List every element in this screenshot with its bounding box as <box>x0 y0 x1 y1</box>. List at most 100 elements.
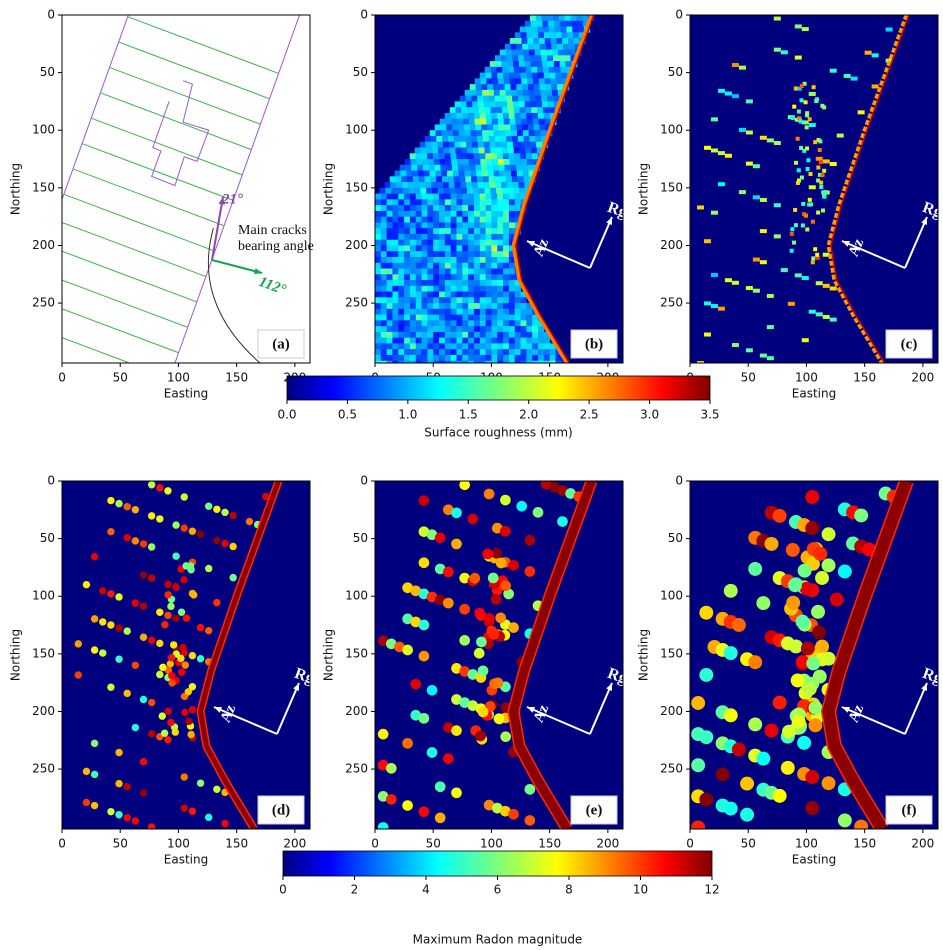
heat-cell <box>433 331 440 339</box>
heat-cell <box>482 89 489 97</box>
heat-cell <box>469 124 476 131</box>
heat-cell <box>508 360 516 363</box>
heat-cell <box>532 320 539 327</box>
heat-blob <box>179 643 187 652</box>
heat-cell <box>527 38 534 45</box>
heat-cell <box>439 228 446 235</box>
heat-blob <box>691 820 706 829</box>
heat-blob <box>410 585 422 597</box>
heat-cell <box>497 360 504 363</box>
crack-line <box>81 143 234 201</box>
heat-cell <box>456 251 463 258</box>
heat-cell <box>380 280 388 287</box>
heat-cell <box>462 228 469 235</box>
heat-cell <box>444 303 452 310</box>
heat-cell <box>475 164 482 172</box>
heat-cell <box>526 360 533 363</box>
heat-cell <box>480 78 487 85</box>
heat-blob <box>815 639 830 654</box>
heat-cell <box>473 285 481 292</box>
y-tick-label: 100 <box>345 589 368 603</box>
heat-cell <box>804 113 809 118</box>
heat-cell <box>444 153 451 160</box>
heat-blob <box>540 481 552 490</box>
heat-cell <box>468 193 475 200</box>
heat-blob <box>107 527 115 536</box>
heat-cell <box>421 354 428 362</box>
heat-cell <box>409 245 417 252</box>
heat-blob <box>107 590 115 598</box>
heat-cell <box>415 354 422 362</box>
heat-cell <box>538 331 545 339</box>
heat-cell <box>538 354 545 362</box>
heat-cell <box>509 38 517 45</box>
heat-cell <box>462 222 469 229</box>
heat-cell <box>456 303 463 310</box>
colorbar-tick-label: 3.5 <box>700 408 719 422</box>
heat-cell <box>415 268 422 275</box>
heat-cell <box>439 210 446 218</box>
heat-cell <box>450 308 457 316</box>
heat-cell <box>479 222 486 229</box>
heat-blob <box>180 804 188 812</box>
heat-cell <box>497 72 504 79</box>
heat-cell <box>798 119 803 124</box>
heat-cell <box>821 190 826 195</box>
heat-blob <box>167 602 175 611</box>
heat-blob <box>164 736 172 744</box>
heat-cell <box>815 252 820 257</box>
heat-cell <box>450 228 457 235</box>
heat-cell <box>456 343 463 350</box>
heat-cell <box>473 228 481 235</box>
heat-cell <box>576 15 583 22</box>
heat-cell <box>497 280 504 287</box>
heat-cell <box>439 337 446 344</box>
heat-cell <box>386 314 393 321</box>
heat-cell <box>398 205 405 212</box>
heat-cell <box>479 205 486 212</box>
heat-cell <box>462 349 469 356</box>
heat-cell <box>491 245 498 252</box>
heat-cell <box>405 164 412 172</box>
plot-area <box>690 15 938 363</box>
heat-cell <box>487 164 494 172</box>
heat-cell <box>444 360 452 363</box>
heat-cell <box>450 331 457 339</box>
heat-blob <box>418 619 430 631</box>
heat-cell <box>540 130 547 137</box>
heat-cell <box>738 127 746 132</box>
heat-cell <box>497 228 504 235</box>
heat-cell <box>536 101 543 108</box>
heat-cell <box>489 141 496 148</box>
x-axis-label: Easting <box>164 853 208 867</box>
heat-cell <box>460 141 467 148</box>
heat-cell <box>520 72 527 79</box>
heat-cell <box>398 326 405 333</box>
heat-cell <box>536 20 543 27</box>
x-tick-label: 200 <box>911 837 934 851</box>
heat-cell <box>532 314 539 321</box>
heat-cell <box>415 337 422 344</box>
panel-label-box <box>570 795 618 825</box>
heat-cell <box>488 89 495 97</box>
heat-cell <box>454 101 461 108</box>
heat-cell <box>559 61 566 68</box>
heat-cell <box>444 354 452 362</box>
heat-cell <box>514 308 521 316</box>
heat-cell <box>456 297 463 304</box>
heat-cell <box>419 182 426 189</box>
heat-cell <box>508 66 515 74</box>
panel-label: (f) <box>902 802 917 818</box>
heat-blob <box>107 621 115 629</box>
heat-cell <box>710 304 718 309</box>
y-tick-label: 250 <box>660 762 683 776</box>
heat-cell <box>752 257 760 262</box>
heat-cell <box>467 147 474 154</box>
heat-blob <box>74 640 83 648</box>
heat-cell <box>459 135 466 143</box>
heat-cell <box>538 38 546 45</box>
heat-cell <box>421 308 428 316</box>
heat-cell <box>466 182 473 189</box>
heat-cell <box>462 297 469 304</box>
heat-cell <box>462 112 469 120</box>
